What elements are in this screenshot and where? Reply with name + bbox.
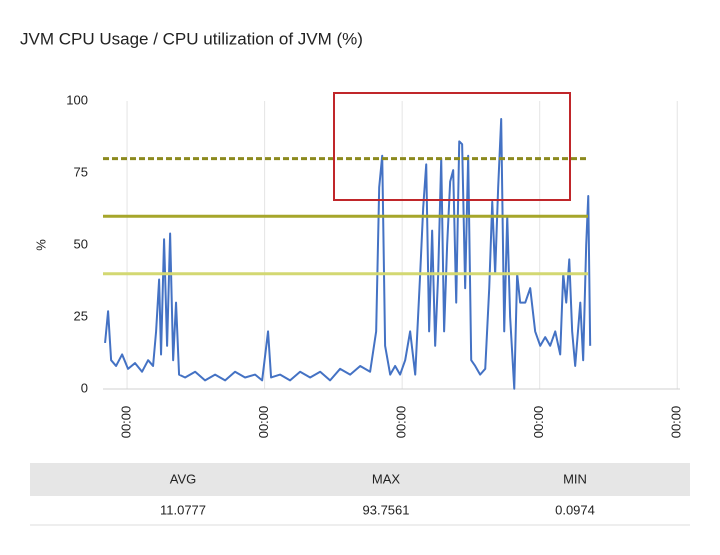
y-tick-label: 50 [74, 236, 88, 251]
x-tick-label: 00:00 [256, 406, 271, 439]
y-tick-label: 0 [81, 380, 88, 395]
table-header: MAX [372, 471, 401, 486]
table-cell: 0.0974 [555, 502, 595, 517]
y-tick-label: 25 [74, 308, 88, 323]
table-header: MIN [563, 471, 587, 486]
data-line [104, 117, 592, 390]
table-cell: 11.0777 [160, 502, 206, 517]
x-tick-label: 00:00 [669, 406, 684, 439]
y-tick-label: 75 [74, 164, 88, 179]
x-tick-label: 00:00 [531, 406, 546, 439]
chart-title: JVM CPU Usage / CPU utilization of JVM (… [20, 29, 363, 48]
x-tick-label: 00:00 [119, 406, 134, 439]
highlight-box [333, 92, 571, 201]
table-header-bg [30, 463, 690, 496]
x-tick-label: 00:00 [394, 406, 409, 439]
y-tick-label: 100 [66, 92, 88, 107]
table-cell: 93.7561 [363, 502, 410, 517]
y-axis-label: % [33, 239, 48, 251]
table-header: AVG [170, 471, 197, 486]
